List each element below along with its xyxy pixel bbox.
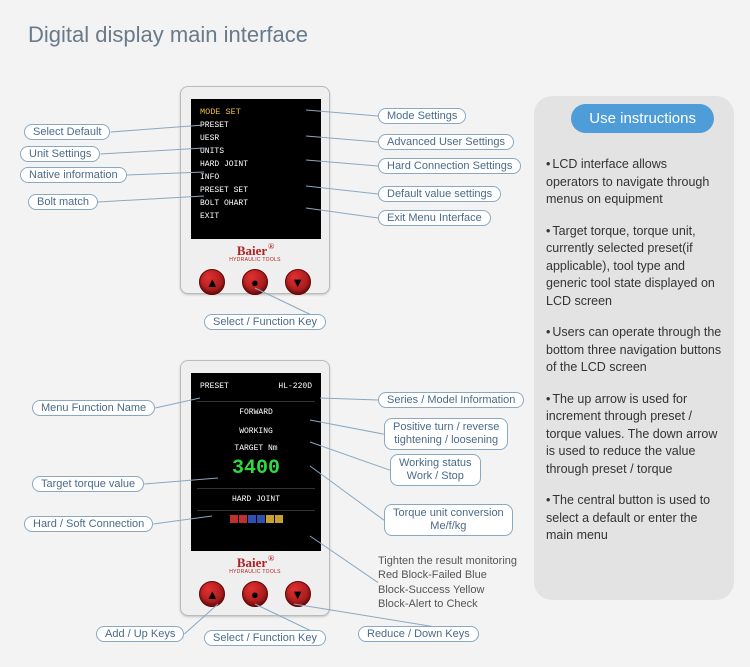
callout-label: Default value settings: [378, 186, 501, 202]
result-block: [257, 515, 265, 523]
callout-label: Add / Up Keys: [96, 626, 184, 642]
lcd-screen: MODE SET PRESET UESR UNITS HARD JOINT IN…: [191, 99, 321, 239]
select-button[interactable]: ●: [242, 581, 268, 607]
callout-text: Working status Work / Stop: [390, 454, 481, 486]
instructions-header: Use instructions: [571, 104, 714, 133]
brand-label: Baier: [191, 243, 319, 259]
callout-label: Exit Menu Interface: [378, 210, 491, 226]
callout-label: Advanced User Settings: [378, 134, 514, 150]
instruction-item: The up arrow is used for increment throu…: [546, 391, 722, 479]
down-button[interactable]: ▼: [285, 269, 311, 295]
callout-label: Unit Settings: [20, 146, 100, 162]
brand-label: Baier: [191, 555, 319, 571]
callout-label: Native information: [20, 167, 127, 183]
up-button[interactable]: ▲: [199, 269, 225, 295]
up-button[interactable]: ▲: [199, 581, 225, 607]
instruction-item: The central button is used to select a d…: [546, 492, 722, 545]
menu-row: UESR: [197, 132, 315, 145]
screen-title: MODE SET: [197, 105, 315, 119]
screen-target-label: TARGET Nm: [197, 444, 315, 453]
down-button[interactable]: ▼: [285, 581, 311, 607]
menu-row: BOLT OHART: [197, 197, 315, 210]
callout-label: Series / Model Information: [378, 392, 524, 408]
callout-label: Bolt match: [28, 194, 98, 210]
instruction-item: LCD interface allows operators to naviga…: [546, 156, 722, 209]
result-block: [266, 515, 274, 523]
button-row: ▲ ● ▼: [191, 269, 319, 295]
result-block: [275, 515, 283, 523]
screen-forward: FORWARD: [197, 406, 315, 419]
instruction-item: Target torque, torque unit, currently se…: [546, 223, 722, 311]
button-row: ▲ ● ▼: [191, 581, 319, 607]
callout-label: Select / Function Key: [204, 630, 326, 646]
select-button[interactable]: ●: [242, 269, 268, 295]
callout-text: Torque unit conversion Me/f/kg: [384, 504, 513, 536]
menu-row: PRESET: [197, 119, 315, 132]
screen-torque-value: 3400: [197, 453, 315, 484]
callout-label: Target torque value: [32, 476, 144, 492]
screen-joint: HARD JOINT: [197, 493, 315, 506]
menu-row: EXIT: [197, 210, 315, 223]
instruction-item: Users can operate through the bottom thr…: [546, 324, 722, 377]
callout-label: Select Default: [24, 124, 110, 140]
callout-label: Reduce / Down Keys: [358, 626, 479, 642]
callout-label: Mode Settings: [378, 108, 466, 124]
page-title: Digital display main interface: [28, 22, 308, 48]
instructions-panel: LCD interface allows operators to naviga…: [534, 96, 734, 600]
callout-label: Hard / Soft Connection: [24, 516, 153, 532]
result-block: [230, 515, 238, 523]
callout-label: Select / Function Key: [204, 314, 326, 330]
result-blocks: [197, 515, 315, 523]
menu-row: HARD JOINT: [197, 158, 315, 171]
callout-text: Positive turn / reverse tightening / loo…: [384, 418, 508, 450]
result-block: [239, 515, 247, 523]
menu-row: UNITS: [197, 145, 315, 158]
result-block: [248, 515, 256, 523]
screen-working: WORKING: [197, 425, 315, 438]
callout-text: Tighten the result monitoring Red Block-…: [378, 554, 517, 611]
device-menu: MODE SET PRESET UESR UNITS HARD JOINT IN…: [180, 86, 330, 294]
callout-label: Hard Connection Settings: [378, 158, 521, 174]
lcd-screen: PRESET HL-220D FORWARD WORKING TARGET Nm…: [191, 373, 321, 551]
menu-row: PRESET SET: [197, 184, 315, 197]
callout-label: Menu Function Name: [32, 400, 155, 416]
screen-header-left: PRESET: [200, 382, 229, 391]
device-working: PRESET HL-220D FORWARD WORKING TARGET Nm…: [180, 360, 330, 616]
menu-row: INFO: [197, 171, 315, 184]
screen-header-right: HL-220D: [278, 382, 312, 391]
